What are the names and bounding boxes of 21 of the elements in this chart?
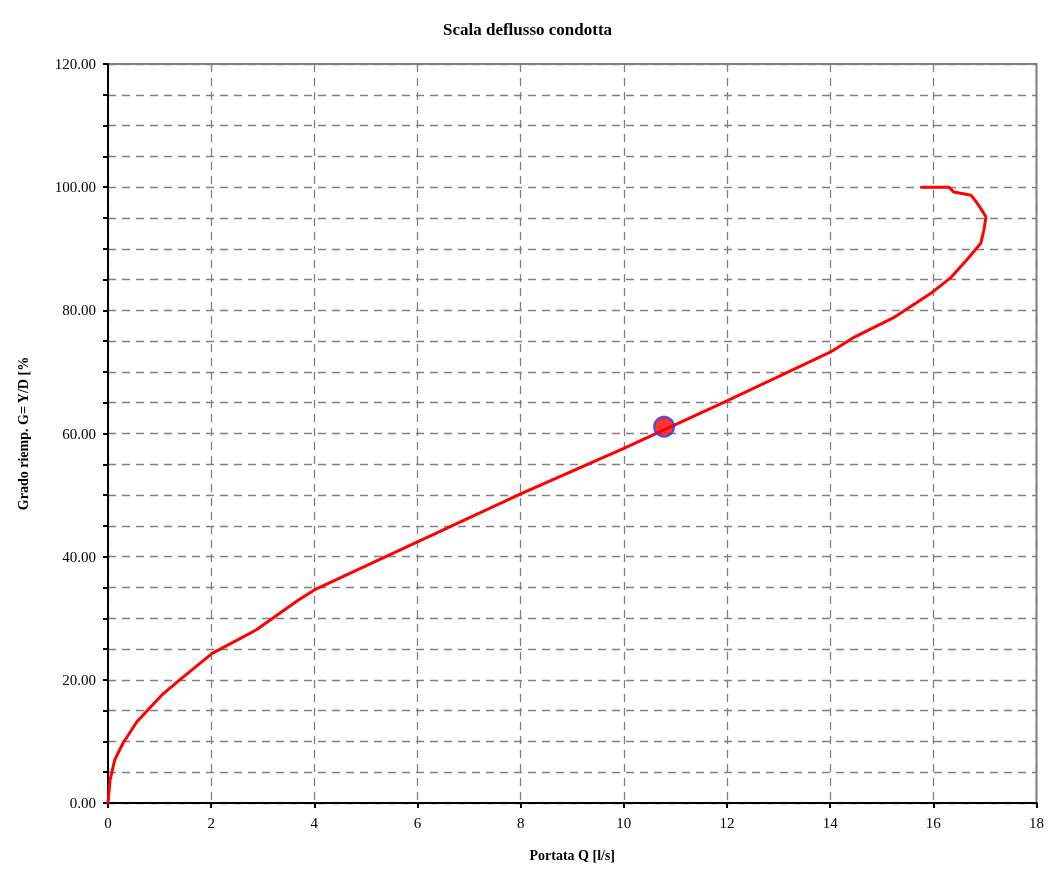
x-tick-label: 18: [1029, 814, 1044, 831]
x-tick-label: 10: [616, 814, 632, 831]
y-tick-label: 40.00: [62, 548, 96, 565]
y-tick-label: 120.00: [54, 56, 96, 72]
y-axis-title: Grado riemp. G= Y/D [%: [15, 356, 31, 511]
y-tick-label: 0.00: [69, 795, 96, 811]
y-tick-label: 100.00: [54, 179, 96, 196]
x-axis-title: Portata Q [l/s]: [529, 847, 616, 863]
x-tick-label: 14: [822, 814, 839, 831]
y-tick-label: 80.00: [62, 302, 96, 319]
y-tick-label: 20.00: [62, 671, 96, 688]
x-tick-label: 2: [207, 814, 215, 831]
x-tick-label: 8: [516, 814, 525, 831]
y-tick-label: 60.00: [62, 425, 96, 442]
x-tick-label: 12: [719, 814, 735, 831]
x-tick-label: 0: [104, 814, 112, 831]
chart-title: Scala deflusso condotta: [442, 20, 613, 39]
x-tick-label: 4: [310, 814, 319, 831]
line-series: [106, 185, 988, 805]
x-tick-label: 6: [413, 814, 422, 831]
x-tick-label: 16: [925, 814, 942, 831]
